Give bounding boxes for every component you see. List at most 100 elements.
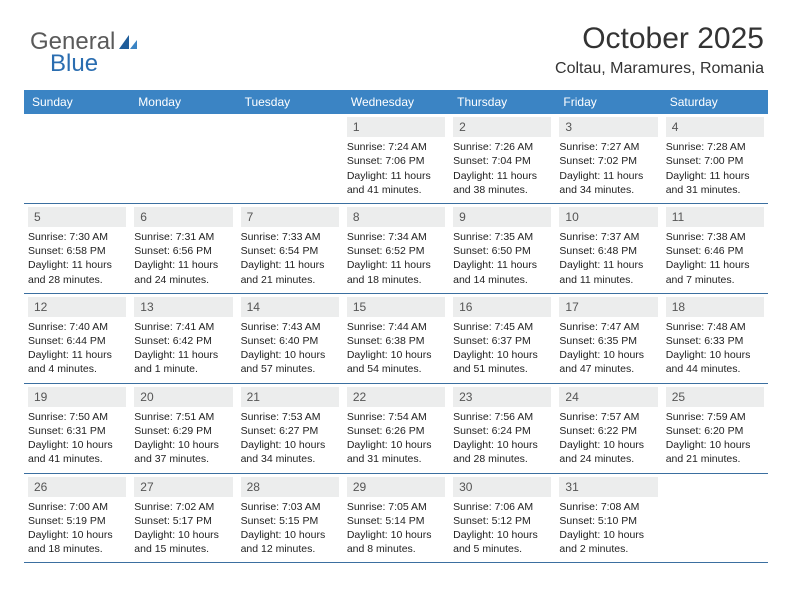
calendar-week: 26 Sunrise: 7:00 AMSunset: 5:19 PM Dayligh… bbox=[24, 474, 768, 564]
sunset-text: Sunset: 6:54 PM bbox=[241, 244, 339, 258]
daylight-text: Daylight: 11 hours and 1 minute. bbox=[134, 348, 232, 376]
sunrise-text: Sunrise: 7:51 AM bbox=[134, 410, 232, 424]
day-number: 31 bbox=[559, 477, 657, 497]
calendar-day: 22Sunrise: 7:54 AMSunset: 6:26 PMDayligh… bbox=[343, 384, 449, 473]
sunrise-text: Sunrise: 7:06 AM bbox=[453, 500, 551, 514]
daylight-text: Daylight: 10 hours and 15 minutes. bbox=[134, 528, 232, 556]
sunset-text: Sunset: 6:44 PM bbox=[28, 334, 126, 348]
sunset-text: Sunset: 6:31 PM bbox=[28, 424, 126, 438]
day-number: 1 bbox=[347, 117, 445, 137]
sunset-text: Sunset: 6:27 PM bbox=[241, 424, 339, 438]
sunrise-text: Sunrise: 7:33 AM bbox=[241, 230, 339, 244]
sunrise-text: Sunrise: 7:34 AM bbox=[347, 230, 445, 244]
day-number: 19 bbox=[28, 387, 126, 407]
sunrise-text: Sunrise: 7:35 AM bbox=[453, 230, 551, 244]
sunrise-text: Sunrise: 7:38 AM bbox=[666, 230, 764, 244]
day-number: 10 bbox=[559, 207, 657, 227]
calendar-day: 28Sunrise: 7:03 AMSunset: 5:15 PMDayligh… bbox=[237, 474, 343, 563]
daylight-text: Daylight: 11 hours and 21 minutes. bbox=[241, 258, 339, 286]
sunset-text: Sunset: 5:10 PM bbox=[559, 514, 657, 528]
sunrise-text: Sunrise: 7:44 AM bbox=[347, 320, 445, 334]
daylight-text: Daylight: 10 hours and 51 minutes. bbox=[453, 348, 551, 376]
sunset-text: Sunset: 6:46 PM bbox=[666, 244, 764, 258]
calendar-day: 11Sunrise: 7:38 AMSunset: 6:46 PMDayligh… bbox=[662, 204, 768, 293]
calendar-header-row: SundayMondayTuesdayWednesdayThursdayFrid… bbox=[24, 90, 768, 114]
day-number: 9 bbox=[453, 207, 551, 227]
daylight-text: Daylight: 10 hours and 47 minutes. bbox=[559, 348, 657, 376]
calendar-day bbox=[237, 114, 343, 203]
daylight-text: Daylight: 11 hours and 34 minutes. bbox=[559, 169, 657, 197]
calendar-day: 8Sunrise: 7:34 AMSunset: 6:52 PMDaylight… bbox=[343, 204, 449, 293]
calendar-day bbox=[662, 474, 768, 563]
calendar-day: 10Sunrise: 7:37 AMSunset: 6:48 PMDayligh… bbox=[555, 204, 661, 293]
sunrise-text: Sunrise: 7:41 AM bbox=[134, 320, 232, 334]
sunrise-text: Sunrise: 7:24 AM bbox=[347, 140, 445, 154]
day-number: 26 bbox=[28, 477, 126, 497]
day-number: 6 bbox=[134, 207, 232, 227]
sunrise-text: Sunrise: 7:31 AM bbox=[134, 230, 232, 244]
calendar-day bbox=[24, 114, 130, 203]
day-number: 20 bbox=[134, 387, 232, 407]
day-number: 27 bbox=[134, 477, 232, 497]
day-number: 8 bbox=[347, 207, 445, 227]
daylight-text: Daylight: 11 hours and 41 minutes. bbox=[347, 169, 445, 197]
sunrise-text: Sunrise: 7:47 AM bbox=[559, 320, 657, 334]
sunset-text: Sunset: 6:50 PM bbox=[453, 244, 551, 258]
calendar-day: 6Sunrise: 7:31 AMSunset: 6:56 PMDaylight… bbox=[130, 204, 236, 293]
daylight-text: Daylight: 11 hours and 31 minutes. bbox=[666, 169, 764, 197]
daylight-text: Daylight: 11 hours and 28 minutes. bbox=[28, 258, 126, 286]
sunrise-text: Sunrise: 7:56 AM bbox=[453, 410, 551, 424]
weekday-header: Saturday bbox=[662, 90, 768, 114]
sunrise-text: Sunrise: 7:50 AM bbox=[28, 410, 126, 424]
day-number: 16 bbox=[453, 297, 551, 317]
sunset-text: Sunset: 6:29 PM bbox=[134, 424, 232, 438]
calendar-day: 13Sunrise: 7:41 AMSunset: 6:42 PMDayligh… bbox=[130, 294, 236, 383]
weekday-header: Sunday bbox=[24, 90, 130, 114]
calendar-day: 4Sunrise: 7:28 AMSunset: 7:00 PMDaylight… bbox=[662, 114, 768, 203]
day-number: 4 bbox=[666, 117, 764, 137]
calendar-day: 21Sunrise: 7:53 AMSunset: 6:27 PMDayligh… bbox=[237, 384, 343, 473]
sunset-text: Sunset: 6:33 PM bbox=[666, 334, 764, 348]
calendar-day: 25Sunrise: 7:59 AMSunset: 6:20 PMDayligh… bbox=[662, 384, 768, 473]
sunrise-text: Sunrise: 7:30 AM bbox=[28, 230, 126, 244]
calendar-day bbox=[130, 114, 236, 203]
calendar-day: 23Sunrise: 7:56 AMSunset: 6:24 PMDayligh… bbox=[449, 384, 555, 473]
calendar-week: 1Sunrise: 7:24 AMSunset: 7:06 PMDaylight… bbox=[24, 114, 768, 204]
sunset-text: Sunset: 7:04 PM bbox=[453, 154, 551, 168]
day-number: 30 bbox=[453, 477, 551, 497]
calendar-day: 12Sunrise: 7:40 AMSunset: 6:44 PMDayligh… bbox=[24, 294, 130, 383]
day-number: 24 bbox=[559, 387, 657, 407]
sunset-text: Sunset: 6:22 PM bbox=[559, 424, 657, 438]
calendar-day: 14Sunrise: 7:43 AMSunset: 6:40 PMDayligh… bbox=[237, 294, 343, 383]
sunrise-text: Sunrise: 7:00 AM bbox=[28, 500, 126, 514]
daylight-text: Daylight: 10 hours and 44 minutes. bbox=[666, 348, 764, 376]
sunset-text: Sunset: 6:35 PM bbox=[559, 334, 657, 348]
calendar: SundayMondayTuesdayWednesdayThursdayFrid… bbox=[24, 90, 768, 563]
sunset-text: Sunset: 5:15 PM bbox=[241, 514, 339, 528]
sunset-text: Sunset: 7:06 PM bbox=[347, 154, 445, 168]
day-number: 18 bbox=[666, 297, 764, 317]
sunrise-text: Sunrise: 7:43 AM bbox=[241, 320, 339, 334]
weekday-header: Thursday bbox=[449, 90, 555, 114]
daylight-text: Daylight: 11 hours and 11 minutes. bbox=[559, 258, 657, 286]
calendar-day: 15Sunrise: 7:44 AMSunset: 6:38 PMDayligh… bbox=[343, 294, 449, 383]
daylight-text: Daylight: 10 hours and 41 minutes. bbox=[28, 438, 126, 466]
sunset-text: Sunset: 5:19 PM bbox=[28, 514, 126, 528]
sunrise-text: Sunrise: 7:37 AM bbox=[559, 230, 657, 244]
daylight-text: Daylight: 10 hours and 12 minutes. bbox=[241, 528, 339, 556]
daylight-text: Daylight: 10 hours and 37 minutes. bbox=[134, 438, 232, 466]
calendar-day: 24Sunrise: 7:57 AMSunset: 6:22 PMDayligh… bbox=[555, 384, 661, 473]
calendar-day: 19 Sunrise: 7:50 AMSunset: 6:31 PMDayligh… bbox=[24, 384, 130, 473]
daylight-text: Daylight: 10 hours and 2 minutes. bbox=[559, 528, 657, 556]
daylight-text: Daylight: 10 hours and 28 minutes. bbox=[453, 438, 551, 466]
daylight-text: Daylight: 11 hours and 14 minutes. bbox=[453, 258, 551, 286]
sunset-text: Sunset: 5:14 PM bbox=[347, 514, 445, 528]
day-number: 3 bbox=[559, 117, 657, 137]
daylight-text: Daylight: 10 hours and 5 minutes. bbox=[453, 528, 551, 556]
calendar-day: 9 Sunrise: 7:35 AMSunset: 6:50 PMDaylight… bbox=[449, 204, 555, 293]
daylight-text: Daylight: 11 hours and 4 minutes. bbox=[28, 348, 126, 376]
calendar-day: 2Sunrise: 7:26 AMSunset: 7:04 PMDaylight… bbox=[449, 114, 555, 203]
day-number: 2 bbox=[453, 117, 551, 137]
calendar-day: 27Sunrise: 7:02 AMSunset: 5:17 PMDayligh… bbox=[130, 474, 236, 563]
sunrise-text: Sunrise: 7:48 AM bbox=[666, 320, 764, 334]
